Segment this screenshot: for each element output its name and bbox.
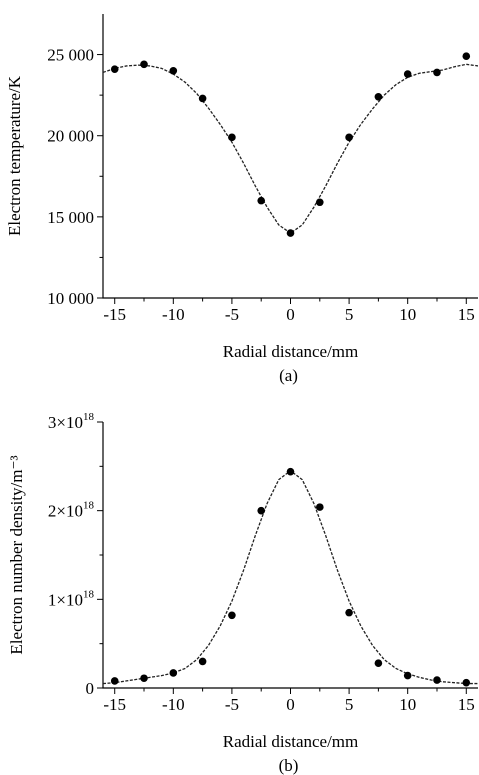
data-point (345, 133, 353, 142)
y-tick-label-base: 15 000 (47, 208, 94, 227)
x-axis-label: Radial distance/mm (223, 732, 359, 751)
fit-curve (103, 469, 478, 685)
x-tick-label: 10 (399, 695, 416, 714)
y-tick-label: 25 000 (47, 46, 94, 65)
data-point (257, 196, 266, 205)
x-tick-label: 15 (458, 695, 475, 714)
data-point (228, 133, 236, 142)
data-point (286, 229, 295, 237)
panel-label: (a) (279, 366, 298, 385)
y-tick-label-base: 2×10 (48, 502, 83, 521)
data-point (110, 65, 119, 73)
data-point (228, 611, 236, 620)
y-tick-label: 3×1018 (48, 411, 95, 432)
x-tick-label: -15 (103, 305, 126, 324)
axes-frame (102, 14, 478, 299)
data-point (433, 676, 441, 684)
panel-label: (b) (279, 756, 299, 775)
data-point (462, 52, 471, 60)
data-point (374, 659, 383, 667)
x-tick-label: 5 (345, 695, 354, 714)
y-tick-label-base: 20 000 (47, 127, 94, 146)
data-point (140, 60, 148, 69)
y-axis-label: Electron number density/m⁻³ (7, 455, 26, 654)
fit-curve (103, 63, 478, 234)
data-point (169, 669, 178, 677)
x-tick-label: 0 (286, 305, 295, 324)
y-tick-label-base: 1×10 (48, 590, 83, 609)
data-point (315, 198, 324, 207)
data-point (374, 92, 383, 101)
x-tick-label: 10 (399, 305, 416, 324)
data-point (286, 467, 295, 476)
y-tick-label-exponent: 18 (83, 411, 95, 423)
panel-b-density: -15 -10 -5 0 5 10 1501×10182×10183×1018Radial … (7, 411, 478, 775)
x-tick-label: -10 (162, 695, 185, 714)
x-tick-label: -10 (162, 305, 185, 324)
y-axis-label: Electron temperature/K (5, 75, 24, 236)
data-point (169, 67, 178, 75)
x-axis-label: Radial distance/mm (223, 342, 359, 361)
data-point (433, 68, 441, 77)
y-tick-label: 2×1018 (48, 500, 95, 521)
y-tick-label: 1×1018 (48, 588, 95, 609)
data-point (345, 608, 353, 617)
y-tick-label-base: 3×10 (48, 413, 83, 432)
y-tick-label-base: 0 (86, 679, 95, 698)
x-tick-label: 15 (458, 305, 475, 324)
x-tick-label: -15 (103, 695, 126, 714)
x-tick-label: 5 (345, 305, 354, 324)
y-tick-label: 15 000 (47, 208, 94, 227)
data-point (140, 674, 148, 683)
x-tick-label: -5 (225, 695, 239, 714)
data-point (403, 671, 412, 680)
data-point (403, 70, 412, 78)
data-point (198, 94, 207, 103)
data-point (198, 657, 207, 666)
y-tick-label-base: 10 000 (47, 289, 94, 308)
y-tick-label-exponent: 18 (83, 500, 95, 512)
data-point (257, 506, 266, 515)
y-tick-label: 0 (86, 679, 95, 698)
x-tick-label: 0 (286, 695, 295, 714)
data-point (110, 677, 119, 685)
y-tick-label-base: 25 000 (47, 46, 94, 65)
x-tick-label: -5 (225, 305, 239, 324)
data-point (462, 678, 471, 687)
y-tick-label-exponent: 18 (83, 588, 95, 600)
panel-a-temperature: -15 -10 -5 0 5 10 15 10 000 15 000 20 000 25 000 Ra… (5, 14, 478, 385)
axes-frame (102, 422, 478, 689)
data-point (315, 503, 324, 511)
y-tick-label: 10 000 (47, 289, 94, 308)
y-tick-label: 20 000 (47, 127, 94, 146)
